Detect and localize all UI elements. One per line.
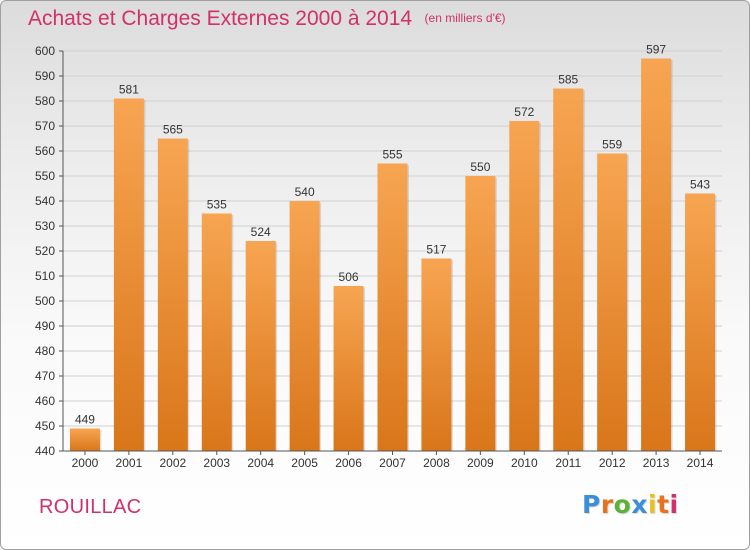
proxiti-logo: Proxiti	[582, 490, 679, 519]
data-label: 565	[163, 123, 183, 137]
x-tick-label: 2004	[247, 456, 274, 470]
x-tick-label: 2011	[555, 456, 581, 470]
chart-title-text: Achats et Charges Externes 2000 à 2014	[28, 7, 413, 30]
logo-letter: t	[657, 490, 670, 519]
bar	[377, 163, 408, 451]
bar	[465, 176, 496, 451]
logo-letter: o	[613, 490, 632, 519]
bar	[641, 58, 672, 451]
bar	[289, 201, 320, 451]
chart-unit-label: (en milliers d'€)	[424, 11, 506, 25]
x-tick-label: 2003	[203, 456, 230, 470]
y-tick-label: 450	[35, 419, 55, 433]
data-label: 555	[382, 148, 402, 162]
y-tick-label: 510	[35, 269, 55, 283]
x-tick-label: 2008	[423, 456, 450, 470]
y-axis-ticks: 440 450 460 470 480 490 500 510 520 530 540 550 560 5…	[35, 44, 63, 458]
y-tick-label: 540	[35, 194, 55, 208]
x-tick-label: 2001	[116, 456, 143, 470]
data-labels: 449 581 565 535 524 540 506 555 517 550 572 585 559 5…	[75, 43, 710, 427]
bar	[157, 138, 188, 451]
y-tick-label: 480	[35, 344, 55, 358]
y-tick-label: 490	[35, 319, 55, 333]
logo-letter: r	[600, 490, 614, 519]
chart-title: Achats et Charges Externes 2000 à 2014 (…	[28, 7, 506, 31]
x-tick-label: 2013	[643, 456, 670, 470]
x-tick-label: 2010	[511, 456, 538, 470]
data-label: 517	[426, 243, 446, 257]
y-tick-label: 460	[35, 394, 55, 408]
data-label: 535	[207, 198, 227, 212]
bar	[333, 286, 364, 451]
bar	[201, 213, 232, 451]
y-tick-label: 590	[35, 69, 55, 83]
x-tick-label: 2002	[159, 456, 186, 470]
data-label: 524	[251, 225, 271, 239]
place-name: ROUILLAC	[39, 496, 142, 518]
x-tick-label: 2014	[687, 456, 714, 470]
data-label: 585	[558, 73, 578, 87]
y-tick-label: 600	[35, 44, 55, 58]
x-axis-ticks: 2000 2001 2002 2003 2004 2005 2006 2007 2008 2009…	[72, 451, 714, 470]
y-tick-label: 550	[35, 169, 55, 183]
data-label: 540	[295, 185, 315, 199]
bar	[597, 153, 628, 451]
x-tick-label: 2006	[335, 456, 362, 470]
logo-letter: i	[648, 490, 658, 519]
bar	[553, 88, 584, 451]
logo-letter: P	[582, 490, 601, 519]
data-label: 581	[119, 83, 139, 97]
bar	[69, 428, 100, 451]
data-label: 559	[602, 138, 622, 152]
logo-letter: x	[631, 490, 648, 519]
x-tick-label: 2005	[291, 456, 318, 470]
bar	[421, 258, 452, 451]
y-tick-label: 470	[35, 369, 55, 383]
x-tick-label: 2012	[599, 456, 626, 470]
y-tick-label: 440	[35, 444, 55, 458]
data-label: 550	[470, 160, 490, 174]
x-tick-label: 2007	[379, 456, 406, 470]
x-tick-label: 2009	[467, 456, 494, 470]
y-tick-label: 520	[35, 244, 55, 258]
data-label: 597	[646, 43, 666, 57]
y-tick-label: 580	[35, 94, 55, 108]
y-tick-label: 570	[35, 119, 55, 133]
bars	[69, 58, 717, 451]
bar	[245, 241, 276, 451]
x-tick-label: 2000	[72, 456, 99, 470]
y-tick-label: 530	[35, 219, 55, 233]
bar	[509, 121, 540, 451]
logo-letter: i	[669, 490, 679, 519]
y-tick-label: 560	[35, 144, 55, 158]
data-label: 506	[339, 270, 359, 284]
data-label: 543	[690, 178, 710, 192]
data-label: 449	[75, 413, 95, 427]
bar	[685, 193, 716, 451]
y-tick-label: 500	[35, 294, 55, 308]
bar	[113, 98, 144, 451]
data-label: 572	[514, 105, 534, 119]
